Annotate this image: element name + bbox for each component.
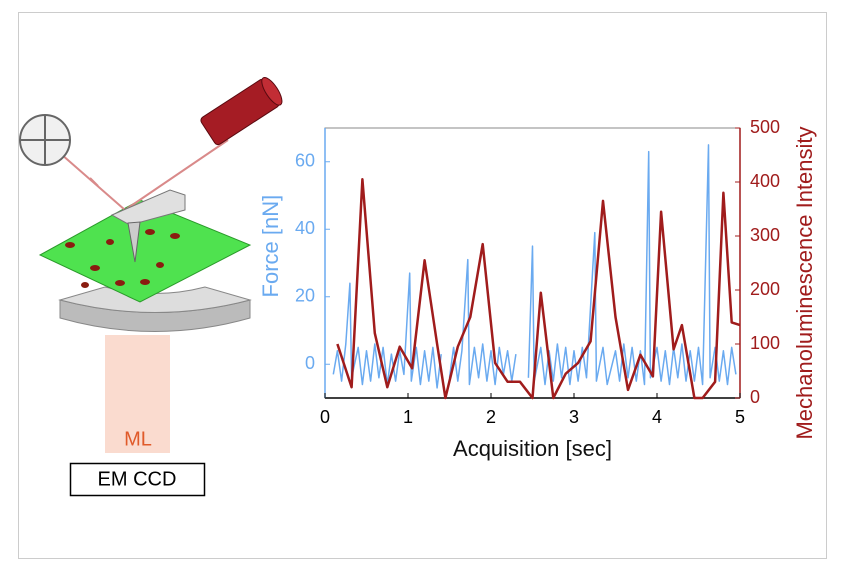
- y-tick-label: 0: [305, 353, 315, 373]
- x-tick-label: 2: [486, 407, 496, 427]
- detector-quadrants: [20, 115, 70, 165]
- y-axis-title: Force [nN]: [258, 195, 283, 298]
- y2-tick-label: 200: [750, 279, 780, 299]
- laser: [200, 76, 283, 146]
- y-tick-label: 20: [295, 286, 315, 306]
- y2-tick-label: 300: [750, 225, 780, 245]
- y2-axis-title: Mechanoluminescence Intensity: [792, 126, 817, 439]
- y2-tick-label: 100: [750, 333, 780, 353]
- detector-box: [69, 462, 206, 497]
- tip: [127, 221, 141, 263]
- y2-tick-label: 400: [750, 171, 780, 191]
- series-line: [336, 178, 741, 400]
- schematic: ML EM CCD: [19, 76, 283, 497]
- beam-arrow: [89, 177, 99, 187]
- detector-label: EM CCD: [98, 468, 177, 490]
- y-tick-label: 40: [295, 218, 315, 238]
- light-label: ML: [124, 428, 152, 450]
- cantilever: [110, 189, 186, 226]
- y2-tick-label: 500: [750, 117, 780, 137]
- particles: [65, 229, 180, 288]
- x-tick-label: 5: [735, 407, 745, 427]
- x-axis-title: Acquisition [sec]: [453, 436, 612, 461]
- x-tick-label: 3: [569, 407, 579, 427]
- x-tick-label: 0: [320, 407, 330, 427]
- sample-plane: [38, 199, 252, 303]
- x-tick-label: 1: [403, 407, 413, 427]
- x-tick-label: 4: [652, 407, 662, 427]
- y2-tick-label: 0: [750, 387, 760, 407]
- y-tick-label: 60: [295, 151, 315, 171]
- light-column: [105, 335, 170, 453]
